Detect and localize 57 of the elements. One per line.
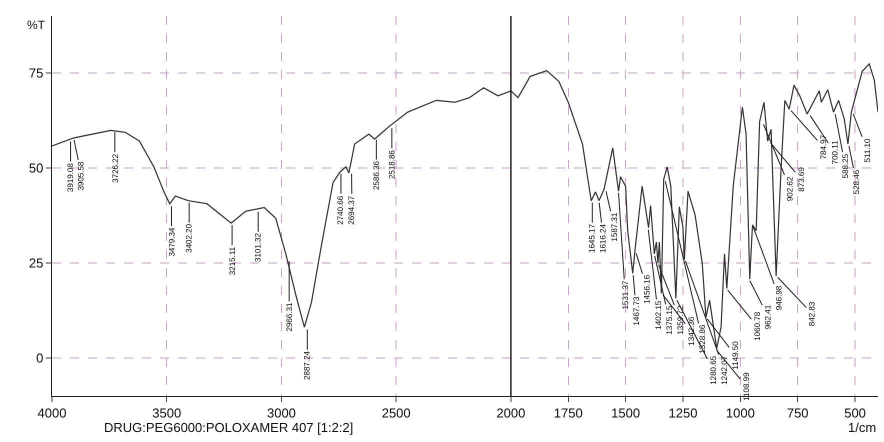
- annotation: 1587.31: [610, 212, 620, 242]
- x-tick-label: 4000: [38, 406, 66, 421]
- annotation: 962.41: [763, 304, 772, 330]
- y-tick-label: 75: [28, 66, 44, 81]
- annotation: 1616.24: [598, 224, 608, 253]
- annotation: 3402.20: [184, 223, 194, 253]
- annotation: 1359.72: [676, 305, 685, 335]
- annotation: 1531.37: [621, 280, 630, 310]
- annotation: 2887.24: [302, 350, 312, 380]
- annotation: 1060.78: [752, 311, 762, 341]
- annotation: 902.62: [785, 176, 794, 202]
- annotation: 700.11: [830, 140, 840, 164]
- annotation: 1456.16: [642, 274, 652, 304]
- y-axis-title: %T: [27, 18, 46, 32]
- annotation: 588.25: [841, 153, 850, 178]
- annotation: 3215.11: [228, 246, 237, 276]
- text: DRUG:PEG6000:POLOXAMER 407 [1:2:2]: [104, 420, 354, 435]
- annotation: 1375.15: [664, 305, 674, 335]
- y-tick-label: 0: [36, 350, 44, 366]
- y-tick-label: 50: [28, 160, 44, 176]
- annotation: 1645.17: [588, 224, 597, 253]
- x-tick-label: 1250: [668, 406, 698, 421]
- annotation: 3101.32: [253, 232, 262, 262]
- annotation: 3905.58: [76, 161, 86, 191]
- x-tick-label: 3000: [266, 406, 296, 421]
- annotation: 946.98: [774, 285, 784, 310]
- x-tick-label: 2500: [382, 406, 411, 421]
- annotation: 2966.31: [284, 302, 294, 332]
- x-tick-label: 1500: [611, 406, 640, 421]
- x-tick-label: 500: [844, 406, 866, 421]
- annotation: 1108.99: [742, 372, 751, 401]
- annotation: 1342.36: [686, 316, 696, 346]
- annotation: 1328.86: [698, 324, 707, 354]
- annotation: 528.46: [852, 169, 862, 194]
- annotation: 1280.65: [708, 355, 718, 385]
- annotation: 2586.36: [372, 160, 381, 190]
- x-axis-title: 1/cm: [848, 420, 876, 435]
- annotation: 2694.37: [347, 195, 356, 225]
- y-tick-label: 25: [28, 256, 44, 271]
- x-tick-label: 3500: [152, 406, 182, 421]
- annotation: 784.97: [819, 134, 828, 160]
- annotation: 1242.07: [720, 355, 729, 385]
- annotation: 2740.66: [336, 195, 346, 225]
- annotation: 3479.34: [167, 227, 176, 257]
- annotation: 2518.86: [388, 150, 397, 180]
- annotation: 873.69: [796, 166, 806, 192]
- annotation: 511.10: [863, 138, 872, 162]
- x-tick-label: 2000: [496, 406, 526, 421]
- annotation: 3919.08: [66, 162, 76, 192]
- x-tick-label: 1750: [554, 406, 583, 421]
- annotation: 3726.22: [110, 153, 120, 183]
- x-tick-label: 750: [786, 406, 809, 421]
- annotation: 1402.15: [654, 300, 663, 330]
- x-tick-label: 1000: [726, 406, 755, 421]
- annotation: 1467.73: [632, 296, 642, 326]
- annotation: 842.83: [807, 301, 816, 326]
- annotation: 1149.50: [730, 340, 740, 370]
